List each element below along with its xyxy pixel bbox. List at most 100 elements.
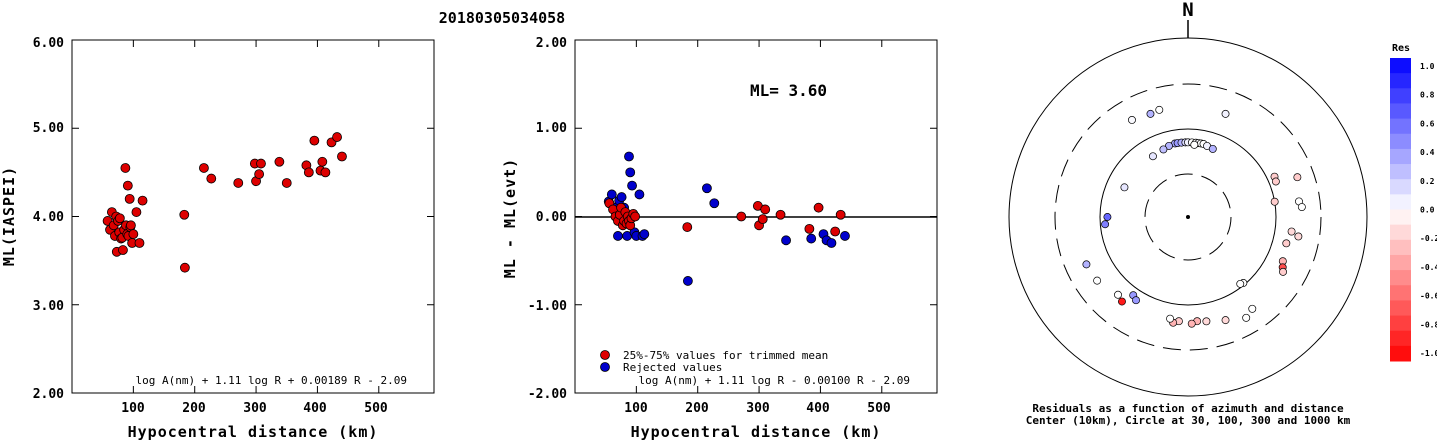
residual-x-axis-label: Hypocentral distance (km) [631,423,882,441]
station-residual-point [1248,304,1257,313]
station-residual-point [1159,145,1168,154]
colorbar: Res 1.0 0.8 0.6 0.4 0.2 0.0 -0.2 -0.4 -0.6 -0.8 -1… [1390,43,1437,362]
colorbar-cell [1390,118,1411,135]
colorbar-tick-label: 1.0 [1420,62,1435,71]
colorbar-cell [1390,285,1411,301]
ml-data-point [124,193,135,204]
ml-data-point [309,135,320,146]
rejected-data-point [840,231,850,241]
center-marker [1186,215,1190,219]
circle-300km [1054,83,1322,351]
station-residual-point [1165,141,1173,150]
colorbar-cells [1390,58,1411,362]
ml-axis-ticks [72,39,434,394]
colorbar-cell [1390,133,1411,150]
ml-data-point [233,178,244,188]
residual-panel: 2.00 1.00 0.00 -1.00 -2.00 100 200 300 4… [501,36,938,441]
rejected-data-point [781,235,791,246]
ml-data-point [320,167,331,178]
trimmed-data-point [760,204,771,215]
residual-ytick-label: -2.00 [528,387,567,402]
station-residual-point [1279,267,1287,276]
station-residual-point [1093,276,1102,285]
ml-data-point [337,151,347,162]
ml-xtick-label: 100 [121,401,145,416]
trimmed-data-point [835,209,846,220]
colorbar-cell [1390,224,1411,241]
station-residual-point [1128,115,1136,124]
ml-ytick-label: 3.00 [33,299,64,314]
colorbar-cell [1390,315,1411,332]
ml-y-axis-label: ML(IASPEI) [0,166,18,266]
legend-marker-trimmed [600,350,610,360]
legend-label-trimmed: 25%-75% values for trimmed mean [623,349,828,362]
trimmed-data-point [682,222,693,232]
rejected-data-point [606,189,617,200]
rejected-data-point [625,167,636,178]
residual-y-axis-label: ML - ML(evt) [501,158,519,278]
ml-data-point [114,213,125,224]
station-residual-point [1282,239,1291,248]
trimmed-data-point [757,214,768,225]
trimmed-data-point [804,223,815,234]
residual-xtick-label: 200 [685,401,709,416]
colorbar-tick-label: -0.2 [1420,234,1437,243]
trimmed-data-point [736,211,747,222]
colorbar-tick-label: 0.0 [1420,206,1435,215]
trimmed-data-point [630,211,641,222]
colorbar-cell [1390,103,1411,120]
residual-xtick-label: 100 [624,401,648,416]
station-residual-point [1114,290,1122,299]
station-residual-point [1221,109,1230,118]
rejected-data-point [627,180,637,191]
ml-data-point [179,209,190,220]
residual-xtick-label: 400 [806,401,830,416]
colorbar-cell [1390,300,1411,317]
ml-points [102,132,347,273]
circle-1000km [1008,37,1368,397]
station-residual-point [1132,296,1140,305]
ml-data-point [179,262,190,273]
station-residual-point [1297,203,1306,211]
colorbar-tick-label: 0.4 [1420,148,1435,157]
residual-formula: log A(nm) + 1.11 log R - 0.00100 R - 2.0… [638,374,910,387]
ml-value-annotation: ML= 3.60 [750,81,827,100]
station-residual-point [1271,177,1280,186]
colorbar-title: Res [1392,43,1410,54]
ml-xtick-label: 500 [364,401,388,416]
rejected-data-point [639,229,650,240]
station-residual-point [1103,213,1112,221]
residual-ytick-label: 2.00 [536,36,567,51]
residual-ytick-label: 1.00 [536,121,567,136]
colorbar-cell [1390,330,1411,347]
residual-ytick-label: -1.00 [528,299,567,314]
station-residual-point [1118,297,1126,306]
ml-xtick-label: 400 [303,401,327,416]
station-residual-point [1120,183,1129,192]
rejected-data-point [709,198,720,209]
colorbar-cell [1390,345,1411,362]
ml-panel: 6.00 5.00 4.00 3.00 2.00 100 200 300 400… [0,36,435,441]
legend-label-rejected: Rejected values [623,361,722,374]
colorbar-cell [1390,58,1411,74]
station-residual-point [1221,316,1230,325]
trimmed-data-point [830,226,841,237]
station-residual-point [1236,279,1245,288]
colorbar-tick-label: -0.6 [1420,292,1437,301]
station-residual-point [1146,109,1155,118]
ml-data-point [199,163,209,173]
ml-data-point [126,220,136,231]
colorbar-tick-label: -1.0 [1420,349,1437,358]
colorbar-cell [1390,209,1411,226]
ml-formula: log A(nm) + 1.11 log R + 0.00189 R - 2.0… [135,374,407,387]
azimuth-panel: N Residuals as a function of azimuth and… [1008,0,1368,427]
ml-ytick-label: 4.00 [33,210,64,225]
rejected-data-point [682,276,693,286]
rejected-data-point [624,151,634,162]
colorbar-tick-label: 0.6 [1420,119,1435,128]
ml-data-point [118,245,128,255]
circle-100km [1099,128,1277,306]
legend-marker-rejected [600,362,610,372]
colorbar-cell [1390,88,1411,104]
